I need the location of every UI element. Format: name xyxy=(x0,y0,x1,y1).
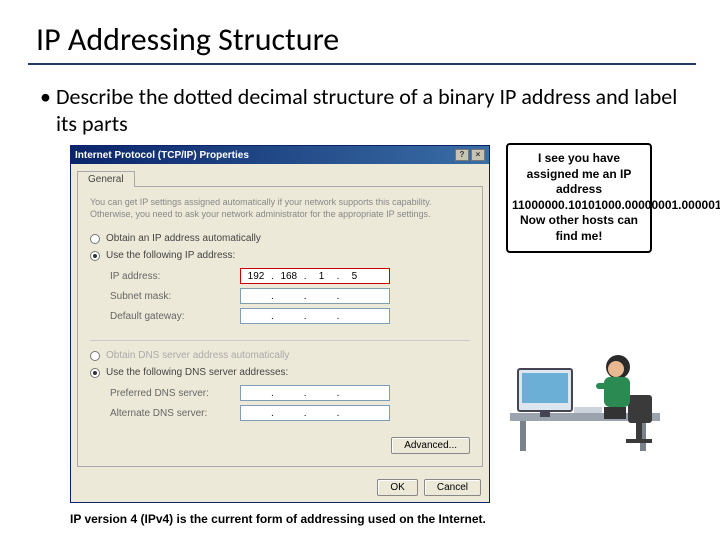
radio-icon xyxy=(90,234,100,244)
radio-icon xyxy=(90,351,100,361)
ip-octet-3[interactable]: 1 xyxy=(307,271,337,282)
person-at-computer-icon xyxy=(500,317,680,457)
dialog-title: Internet Protocol (TCP/IP) Properties xyxy=(75,150,249,161)
preferred-dns-input[interactable]: . . . xyxy=(240,385,390,401)
label-default-gateway: Default gateway: xyxy=(110,311,240,322)
default-gateway-input[interactable]: . . . xyxy=(240,308,390,324)
footer-caption: IP version 4 (IPv4) is the current form … xyxy=(70,512,486,526)
radio-obtain-ip-auto[interactable]: Obtain an IP address automatically xyxy=(90,230,470,247)
divider xyxy=(90,340,470,341)
advanced-button[interactable]: Advanced... xyxy=(391,437,470,454)
speech-bubble: I see you have assigned me an IP address… xyxy=(506,143,652,253)
dialog-titlebar: Internet Protocol (TCP/IP) Properties ? … xyxy=(71,146,489,164)
ip-octet-2[interactable]: 168 xyxy=(274,271,304,282)
radio-use-following-dns[interactable]: Use the following DNS server addresses: xyxy=(90,364,470,381)
slide-title: IP Addressing Structure xyxy=(0,0,720,63)
tab-strip: General xyxy=(71,164,489,186)
ok-button[interactable]: OK xyxy=(377,479,417,496)
ip-octet-4[interactable]: 5 xyxy=(339,271,369,282)
label-alternate-dns: Alternate DNS server: xyxy=(110,408,240,419)
subnet-mask-input[interactable]: . . . xyxy=(240,288,390,304)
alternate-dns-input[interactable]: . . . xyxy=(240,405,390,421)
tab-body: You can get IP settings assigned automat… xyxy=(77,186,483,467)
content-area: Internet Protocol (TCP/IP) Properties ? … xyxy=(60,145,720,505)
cancel-button[interactable]: Cancel xyxy=(424,479,481,496)
radio-obtain-dns-auto: Obtain DNS server address automatically xyxy=(90,347,470,364)
ip-address-input[interactable]: 192. 168. 1. 5 xyxy=(240,268,390,284)
label-subnet-mask: Subnet mask: xyxy=(110,291,240,302)
tab-general[interactable]: General xyxy=(77,171,135,187)
tcpip-properties-dialog: Internet Protocol (TCP/IP) Properties ? … xyxy=(70,145,490,503)
radio-icon xyxy=(90,251,100,261)
ip-octet-1[interactable]: 192 xyxy=(241,271,271,282)
label-ip-address: IP address: xyxy=(110,271,240,282)
label-preferred-dns: Preferred DNS server: xyxy=(110,388,240,399)
speech-bubble-text: I see you have assigned me an IP address… xyxy=(506,143,652,253)
slide-bullet: Describe the dotted decimal structure of… xyxy=(0,65,720,145)
help-button[interactable]: ? xyxy=(455,149,469,161)
radio-label: Obtain an IP address automatically xyxy=(106,233,261,244)
close-button[interactable]: × xyxy=(471,149,485,161)
radio-label: Use the following IP address: xyxy=(106,250,235,261)
radio-label: Obtain DNS server address automatically xyxy=(106,350,289,361)
radio-label: Use the following DNS server addresses: xyxy=(106,367,288,378)
radio-icon xyxy=(90,368,100,378)
dialog-description: You can get IP settings assigned automat… xyxy=(90,197,470,220)
radio-use-following-ip[interactable]: Use the following IP address: xyxy=(90,247,470,264)
